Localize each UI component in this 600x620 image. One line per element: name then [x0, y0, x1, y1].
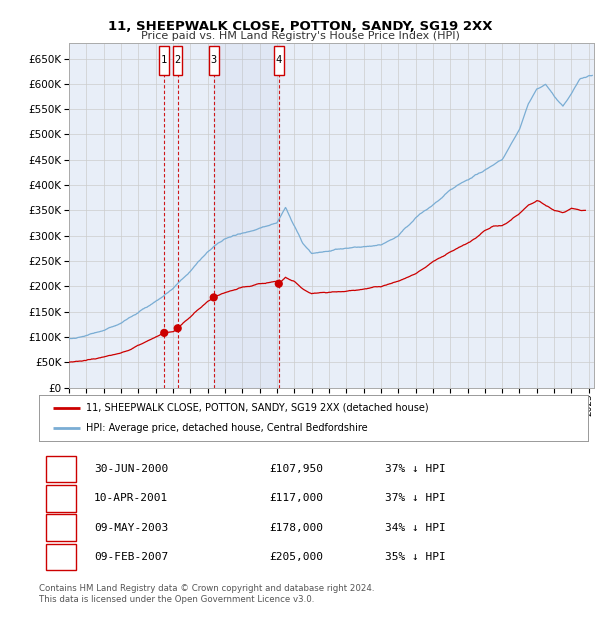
Text: This data is licensed under the Open Government Licence v3.0.: This data is licensed under the Open Gov…	[39, 595, 314, 604]
FancyBboxPatch shape	[46, 456, 76, 482]
Text: 3: 3	[58, 523, 64, 533]
FancyBboxPatch shape	[173, 46, 182, 75]
Text: Price paid vs. HM Land Registry's House Price Index (HPI): Price paid vs. HM Land Registry's House …	[140, 31, 460, 41]
FancyBboxPatch shape	[46, 515, 76, 541]
Text: 34% ↓ HPI: 34% ↓ HPI	[385, 523, 446, 533]
FancyBboxPatch shape	[209, 46, 218, 75]
Text: 11, SHEEPWALK CLOSE, POTTON, SANDY, SG19 2XX (detached house): 11, SHEEPWALK CLOSE, POTTON, SANDY, SG19…	[86, 403, 428, 413]
Point	[274, 279, 284, 289]
FancyBboxPatch shape	[274, 46, 284, 75]
Text: 37% ↓ HPI: 37% ↓ HPI	[385, 494, 446, 503]
Text: £117,000: £117,000	[269, 494, 323, 503]
Text: 09-MAY-2003: 09-MAY-2003	[94, 523, 168, 533]
Text: 30-JUN-2000: 30-JUN-2000	[94, 464, 168, 474]
Text: 2: 2	[58, 494, 64, 503]
Text: HPI: Average price, detached house, Central Bedfordshire: HPI: Average price, detached house, Cent…	[86, 423, 367, 433]
Text: 10-APR-2001: 10-APR-2001	[94, 494, 168, 503]
Text: 09-FEB-2007: 09-FEB-2007	[94, 552, 168, 562]
Text: £107,950: £107,950	[269, 464, 323, 474]
Text: 2: 2	[175, 55, 181, 66]
Text: 1: 1	[58, 464, 64, 474]
Point	[160, 328, 169, 338]
Text: 37% ↓ HPI: 37% ↓ HPI	[385, 464, 446, 474]
Text: 3: 3	[211, 55, 217, 66]
Text: 4: 4	[275, 55, 282, 66]
FancyBboxPatch shape	[46, 485, 76, 512]
Text: £178,000: £178,000	[269, 523, 323, 533]
Bar	[214, 43, 279, 388]
Text: 4: 4	[58, 552, 64, 562]
Point	[173, 324, 182, 334]
FancyBboxPatch shape	[160, 46, 169, 75]
Text: 35% ↓ HPI: 35% ↓ HPI	[385, 552, 446, 562]
Text: 11, SHEEPWALK CLOSE, POTTON, SANDY, SG19 2XX: 11, SHEEPWALK CLOSE, POTTON, SANDY, SG19…	[108, 20, 492, 33]
Point	[209, 293, 218, 303]
FancyBboxPatch shape	[46, 544, 76, 570]
Text: £205,000: £205,000	[269, 552, 323, 562]
Text: Contains HM Land Registry data © Crown copyright and database right 2024.: Contains HM Land Registry data © Crown c…	[39, 584, 374, 593]
Text: 1: 1	[161, 55, 167, 66]
